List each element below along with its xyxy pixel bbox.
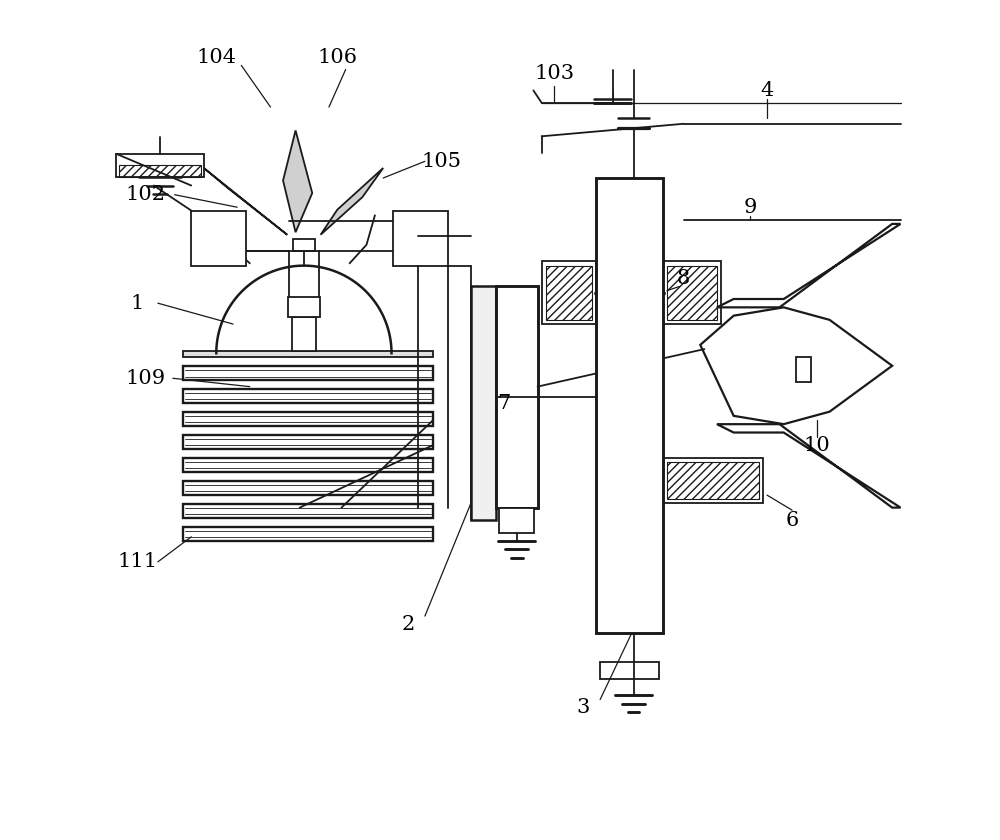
- Bar: [183, 504, 433, 518]
- Text: 103: 103: [534, 64, 574, 83]
- Bar: [596, 396, 663, 406]
- Bar: [663, 458, 763, 503]
- Bar: [183, 351, 433, 357]
- Bar: [496, 286, 538, 507]
- Bar: [185, 393, 431, 400]
- Bar: [183, 435, 433, 449]
- Bar: [542, 261, 596, 324]
- Bar: [596, 340, 663, 349]
- Polygon shape: [321, 168, 383, 234]
- Bar: [293, 239, 315, 250]
- Bar: [185, 508, 431, 514]
- Bar: [185, 370, 431, 376]
- Bar: [185, 462, 431, 469]
- Text: 111: 111: [117, 553, 157, 571]
- Text: 104: 104: [196, 48, 236, 66]
- Bar: [667, 265, 717, 320]
- Text: 8: 8: [677, 269, 690, 287]
- Bar: [119, 165, 201, 177]
- Text: 106: 106: [317, 48, 357, 66]
- Polygon shape: [717, 424, 901, 507]
- Bar: [596, 226, 663, 235]
- Bar: [185, 531, 431, 537]
- Polygon shape: [700, 307, 892, 424]
- Bar: [116, 154, 204, 177]
- Bar: [183, 527, 433, 541]
- Bar: [191, 211, 246, 265]
- Bar: [183, 412, 433, 426]
- Bar: [183, 458, 433, 472]
- Bar: [596, 283, 663, 291]
- Bar: [185, 486, 431, 491]
- Text: 6: 6: [785, 511, 799, 530]
- Bar: [596, 624, 663, 633]
- Polygon shape: [204, 168, 287, 234]
- Bar: [185, 439, 431, 445]
- Text: 109: 109: [125, 369, 165, 388]
- Bar: [183, 480, 433, 495]
- Bar: [596, 567, 663, 576]
- Polygon shape: [283, 130, 312, 232]
- Text: 102: 102: [125, 185, 165, 204]
- Text: 105: 105: [422, 152, 462, 171]
- Bar: [596, 178, 663, 633]
- Bar: [596, 454, 663, 462]
- Text: 10: 10: [804, 435, 830, 454]
- Bar: [393, 211, 448, 265]
- Bar: [796, 357, 811, 382]
- Bar: [288, 297, 320, 318]
- Bar: [600, 662, 659, 679]
- Bar: [499, 507, 534, 533]
- Bar: [471, 286, 496, 520]
- Bar: [596, 511, 663, 519]
- Text: 2: 2: [402, 615, 415, 634]
- Bar: [292, 318, 316, 351]
- Text: 3: 3: [577, 698, 590, 717]
- Bar: [185, 417, 431, 423]
- Text: 4: 4: [760, 81, 774, 100]
- Text: 7: 7: [498, 394, 511, 412]
- Text: 9: 9: [744, 197, 757, 217]
- Bar: [183, 366, 433, 381]
- Bar: [183, 389, 433, 403]
- Polygon shape: [717, 224, 901, 307]
- Bar: [667, 462, 759, 499]
- Bar: [546, 265, 592, 320]
- Bar: [663, 261, 721, 324]
- Text: 1: 1: [130, 294, 144, 312]
